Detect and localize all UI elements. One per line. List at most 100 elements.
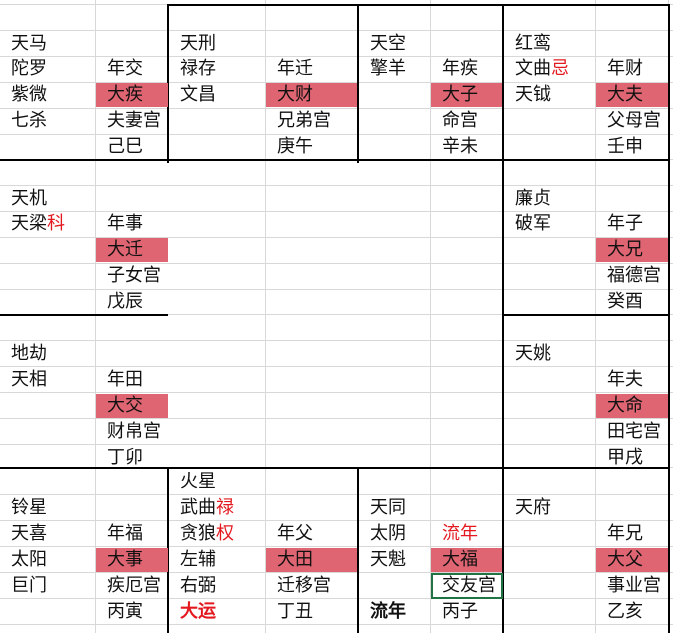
stem-branch-cell[interactable]: 丁丑 [277, 601, 313, 622]
star-cell[interactable]: 擎羊 [370, 58, 406, 79]
year-palace-cell[interactable]: 年迁 [277, 58, 313, 79]
star-cell[interactable]: 贪狼权 [169, 522, 264, 546]
star-cell[interactable]: 紫微 [11, 84, 47, 105]
stem-branch-cell[interactable]: 丁卯 [107, 447, 143, 468]
star-cell[interactable]: 红鸾 [515, 33, 551, 54]
stem-branch-cell[interactable]: 丙子 [442, 601, 478, 622]
major-palace-cell[interactable]: 大命 [596, 394, 668, 418]
stem-branch-cell[interactable]: 丙寅 [107, 601, 143, 622]
star-cell[interactable]: 陀罗 [11, 58, 47, 79]
star-cell[interactable]: 天相 [11, 369, 47, 390]
grid-line [95, 0, 96, 633]
year-palace-cell[interactable]: 年田 [107, 369, 143, 390]
star-cell[interactable]: 右弼 [180, 575, 216, 596]
stem-branch-cell[interactable]: 戊辰 [107, 291, 143, 312]
star-cell[interactable]: 天马 [11, 33, 47, 54]
palace-border [502, 314, 670, 316]
palace-name-cell[interactable]: 兄弟宫 [277, 110, 331, 131]
grid-line [0, 572, 673, 573]
year-palace-cell[interactable]: 年子 [607, 213, 643, 234]
stem-branch-cell[interactable]: 乙亥 [607, 601, 643, 622]
star-cell[interactable]: 文曲忌 [504, 57, 595, 81]
grid-line [0, 30, 673, 31]
palace-name-cell[interactable]: 迁移宫 [277, 575, 331, 596]
star-cell[interactable]: 天刑 [180, 33, 216, 54]
palace-name-cell[interactable]: 疾厄宫 [107, 575, 161, 596]
liu-nian-marker[interactable]: 流年 [370, 601, 406, 622]
year-palace-cell[interactable]: 年交 [107, 58, 143, 79]
palace-name-cell[interactable]: 事业宫 [607, 575, 661, 596]
palace-name-cell-selected[interactable]: 交友宫 [431, 573, 503, 599]
major-palace-cell[interactable]: 大夫 [596, 83, 668, 107]
stem-branch-cell[interactable]: 壬申 [607, 136, 643, 157]
star-cell[interactable]: 七杀 [11, 110, 47, 131]
major-palace-cell[interactable]: 大交 [96, 394, 168, 418]
star-cell[interactable]: 廉贞 [515, 188, 551, 209]
palace-border [0, 467, 670, 469]
liu-nian-label[interactable]: 流年 [442, 523, 478, 544]
year-palace-cell[interactable]: 年福 [107, 523, 143, 544]
major-palace-cell[interactable]: 大子 [431, 83, 502, 107]
quan-marker: 权 [216, 523, 234, 544]
grid-line [0, 82, 673, 83]
star-cell[interactable]: 天府 [515, 497, 551, 518]
star-cell[interactable]: 火星 [180, 471, 216, 492]
star-cell[interactable]: 文昌 [180, 84, 216, 105]
star-cell[interactable]: 天姚 [515, 343, 551, 364]
palace-border [167, 467, 169, 633]
star-cell[interactable]: 天钺 [515, 84, 551, 105]
major-palace-cell[interactable]: 大疾 [96, 83, 168, 107]
year-palace-cell[interactable]: 年疾 [442, 58, 478, 79]
grid-line [0, 366, 673, 367]
star-cell[interactable]: 禄存 [180, 58, 216, 79]
major-palace-cell[interactable]: 大迁 [96, 238, 168, 262]
star-name: 贪狼 [180, 523, 216, 544]
year-palace-cell[interactable]: 年财 [607, 58, 643, 79]
palace-name-cell[interactable]: 夫妻宫 [107, 110, 161, 131]
star-cell[interactable]: 太阳 [11, 549, 47, 570]
major-palace-cell[interactable]: 大兄 [596, 238, 668, 262]
palace-name-cell[interactable]: 子女宫 [107, 265, 161, 286]
star-cell[interactable]: 武曲禄 [169, 496, 264, 520]
year-palace-cell[interactable]: 年事 [107, 213, 143, 234]
star-cell[interactable]: 左辅 [180, 549, 216, 570]
major-palace-cell[interactable]: 大财 [266, 83, 357, 107]
star-cell[interactable]: 天喜 [11, 523, 47, 544]
major-palace-cell[interactable]: 大事 [96, 548, 168, 572]
stem-branch-cell[interactable]: 己巳 [107, 136, 143, 157]
major-palace-cell[interactable]: 大福 [431, 548, 502, 572]
grid-line [0, 340, 673, 341]
ji-marker: 忌 [551, 58, 569, 79]
year-palace-cell[interactable]: 年夫 [607, 369, 643, 390]
year-palace-cell[interactable]: 年父 [277, 523, 313, 544]
da-yun-marker[interactable]: 大运 [180, 601, 216, 622]
star-cell[interactable]: 地劫 [11, 343, 47, 364]
year-palace-cell[interactable]: 年兄 [607, 523, 643, 544]
star-cell[interactable]: 破军 [515, 213, 551, 234]
star-cell[interactable]: 巨门 [11, 575, 47, 596]
star-cell[interactable]: 天同 [370, 497, 406, 518]
star-cell[interactable]: 天梁科 [0, 212, 95, 236]
palace-name-cell[interactable]: 田宅宫 [607, 421, 661, 442]
palace-name-cell[interactable]: 命宫 [442, 110, 478, 131]
star-cell[interactable]: 铃星 [11, 497, 47, 518]
stem-branch-cell[interactable]: 癸酉 [607, 291, 643, 312]
major-palace-cell[interactable]: 大田 [266, 548, 357, 572]
star-cell[interactable]: 天机 [11, 188, 47, 209]
stem-branch-cell[interactable]: 甲戌 [607, 447, 643, 468]
star-cell[interactable]: 天空 [370, 33, 406, 54]
stem-branch-cell[interactable]: 庚午 [277, 136, 313, 157]
palace-name-cell[interactable]: 财帛宫 [107, 421, 161, 442]
stem-branch-cell[interactable]: 辛未 [442, 136, 478, 157]
star-name: 武曲 [180, 497, 216, 518]
palace-name-cell[interactable]: 父母宫 [607, 110, 661, 131]
palace-name-cell[interactable]: 福德宫 [607, 265, 661, 286]
star-cell[interactable]: 天魁 [370, 549, 406, 570]
grid-line [0, 598, 673, 599]
palace-border [668, 4, 670, 633]
grid-line [0, 520, 673, 521]
major-palace-cell[interactable]: 大父 [596, 548, 668, 572]
grid-line [0, 263, 673, 264]
grid-line [0, 134, 673, 135]
star-cell[interactable]: 太阴 [370, 523, 406, 544]
